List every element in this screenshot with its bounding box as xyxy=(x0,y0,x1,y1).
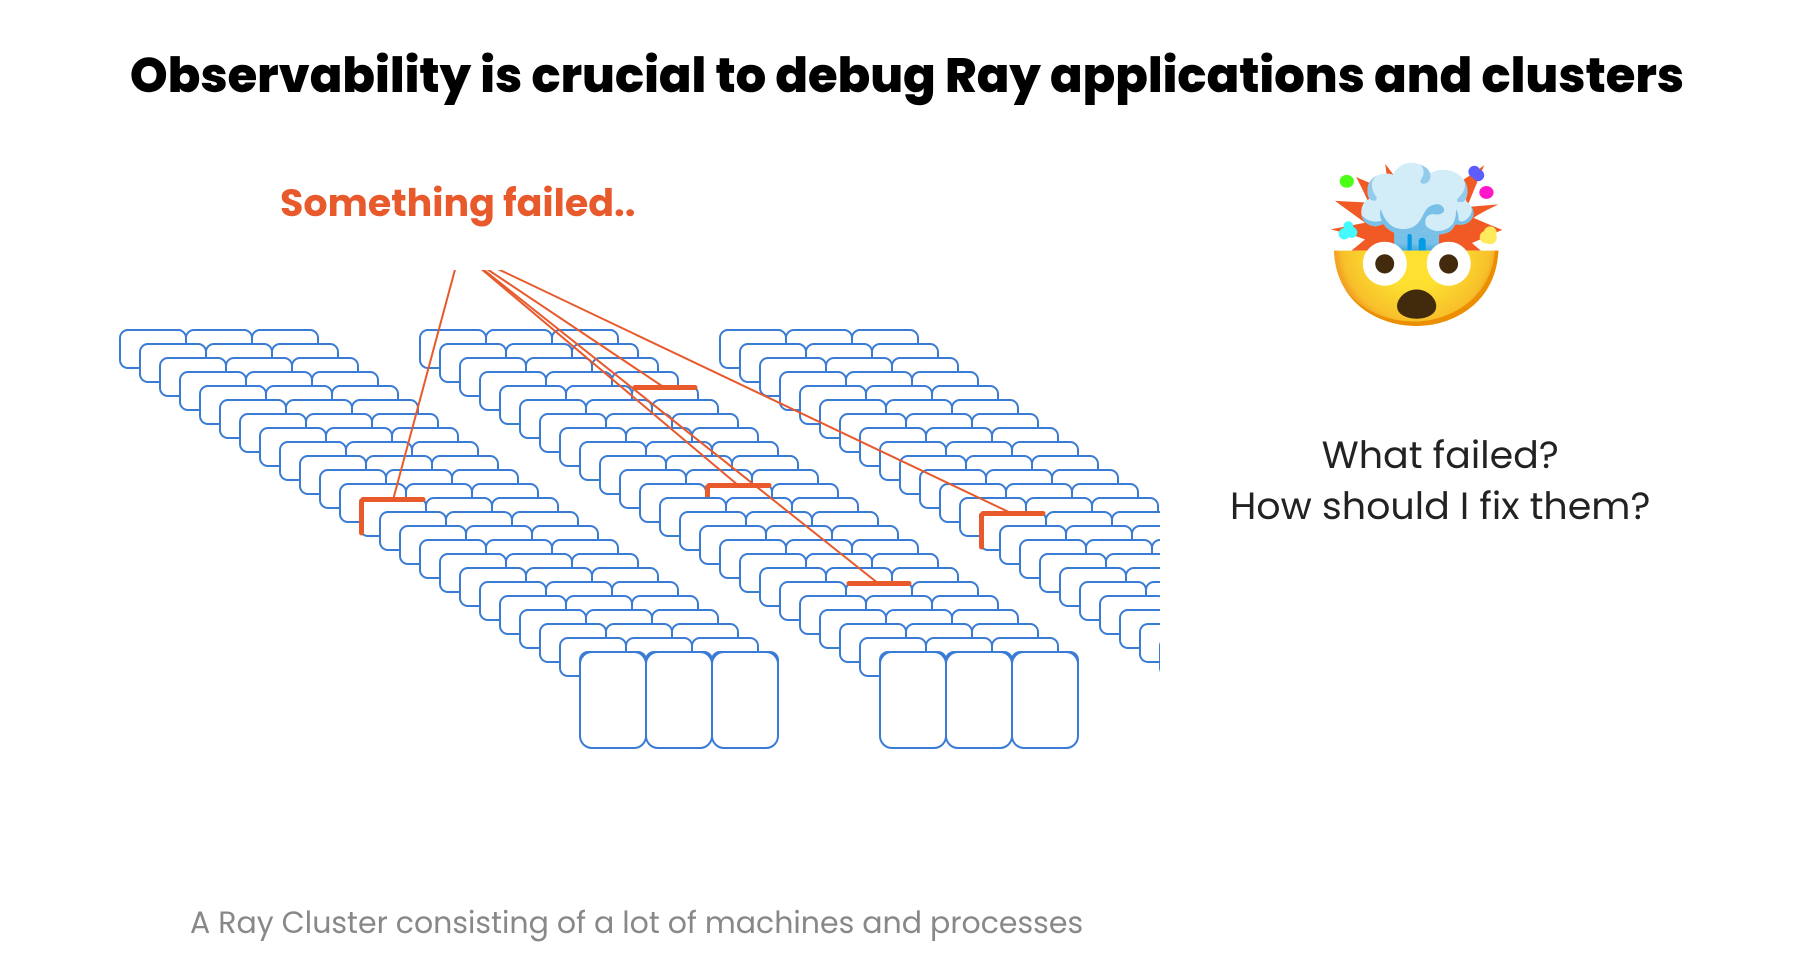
mind-blown-icon: 🤯 xyxy=(1320,170,1513,325)
cluster-diagram xyxy=(80,270,1160,870)
diagram-caption: A Ray Cluster consisting of a lot of mac… xyxy=(190,900,1083,946)
questions-text: What failed? How should I fix them? xyxy=(1230,430,1650,533)
question-line-1: What failed? xyxy=(1230,430,1650,481)
question-line-2: How should I fix them? xyxy=(1230,481,1650,532)
cluster-front-face xyxy=(580,652,646,748)
slide-title: Observability is crucial to debug Ray ap… xyxy=(0,40,1814,112)
failure-label: Something failed.. xyxy=(280,175,636,232)
cluster-front-face xyxy=(712,652,778,748)
cluster-cell xyxy=(1140,624,1160,662)
cluster-front-face xyxy=(880,652,946,748)
cluster-front-face xyxy=(946,652,1012,748)
cluster-front-face xyxy=(646,652,712,748)
cluster-front-face xyxy=(1012,652,1078,748)
